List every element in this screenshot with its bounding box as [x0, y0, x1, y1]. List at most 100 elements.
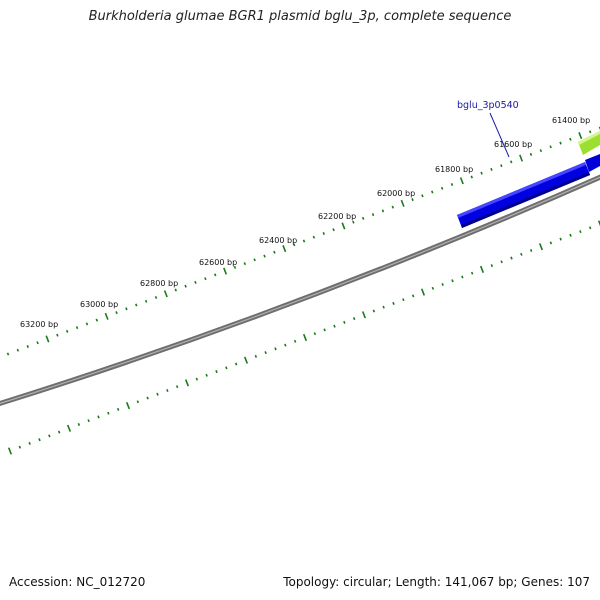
outer-tick-minor: [490, 167, 493, 171]
outer-tick-minor: [588, 130, 592, 134]
outer-tick-minor: [332, 228, 335, 232]
topology-value: circular: [343, 575, 388, 589]
topology-label: Topology:: [283, 575, 340, 589]
outer-tick-ring: [6, 126, 600, 356]
outer-tick-minor: [361, 216, 365, 220]
plasmid-backbone: [0, 174, 600, 407]
inner-tick-minor: [18, 445, 22, 449]
outer-tick-major: [223, 267, 228, 275]
outer-tick-minor: [253, 258, 256, 262]
inner-tick-minor: [293, 339, 297, 343]
outer-tick-minor: [115, 311, 118, 315]
inner-tick-minor: [57, 430, 61, 434]
inner-tick-minor: [48, 434, 51, 438]
inner-tick-minor: [215, 370, 218, 374]
inner-tick-major: [538, 243, 544, 251]
inner-tick-major: [361, 311, 367, 319]
inner-tick-major: [66, 424, 72, 432]
inner-tick-major: [125, 402, 131, 410]
outer-tick-major: [400, 199, 405, 207]
inner-tick-minor: [392, 301, 395, 305]
outer-tick-minor: [56, 333, 59, 337]
outer-tick-minor: [302, 239, 306, 243]
inner-tick-minor: [520, 252, 523, 256]
inner-tick-ring: [7, 220, 600, 455]
inner-tick-minor: [343, 320, 346, 324]
outer-tick-major: [341, 222, 346, 230]
inner-tick-major: [479, 265, 485, 273]
outer-tick-minor: [144, 299, 148, 303]
inner-tick-minor: [175, 385, 179, 389]
outer-tick-minor: [16, 348, 20, 352]
accession-label: Accession:: [9, 575, 73, 589]
inner-tick-minor: [195, 377, 199, 381]
gene-feature-light[interactable]: [578, 131, 600, 155]
outer-tick-minor: [529, 152, 533, 156]
outer-tick-major: [104, 312, 109, 320]
inner-tick-minor: [97, 415, 100, 419]
inner-tick-minor: [569, 233, 572, 237]
inner-tick-minor: [500, 260, 503, 264]
inner-tick-minor: [579, 230, 582, 234]
position-label: 62200 bp: [318, 212, 356, 221]
outer-tick-major: [163, 290, 168, 298]
outer-tick-minor: [36, 341, 39, 345]
outer-tick-minor: [194, 280, 197, 284]
sequence-stats: Topology: circular; Length: 141,067 bp; …: [283, 575, 590, 589]
outer-tick-minor: [75, 326, 79, 330]
inner-tick-minor: [372, 309, 376, 313]
inner-tick-minor: [352, 317, 356, 321]
outer-tick-major: [45, 335, 50, 343]
inner-tick-minor: [136, 400, 140, 404]
outer-tick-minor: [95, 318, 99, 322]
outer-tick-minor: [273, 250, 276, 254]
outer-tick-minor: [135, 303, 138, 307]
outer-tick-minor: [549, 145, 552, 149]
outer-tick-minor: [371, 213, 375, 217]
genes-label: Genes:: [521, 575, 564, 589]
inner-tick-major: [184, 379, 190, 387]
gene-feature-blue-right[interactable]: [585, 154, 600, 172]
outer-tick-major: [459, 177, 464, 185]
outer-tick-minor: [500, 164, 503, 168]
outer-tick-minor: [65, 329, 69, 333]
genes-value: 107: [567, 575, 590, 589]
position-labels: 61400 bp 61600 bp 61800 bp 62000 bp 62200 bp…: [20, 116, 590, 329]
outer-tick-minor: [569, 137, 572, 141]
inner-tick-minor: [284, 343, 287, 347]
inner-tick-minor: [333, 324, 336, 328]
inner-tick-minor: [156, 392, 159, 396]
gene-label-leader: [489, 112, 510, 158]
gene-label-bglu-3p0540: bglu_3p0540: [457, 100, 519, 111]
outer-tick-minor: [6, 352, 10, 356]
outer-tick-minor: [292, 243, 296, 247]
inner-tick-minor: [205, 373, 208, 377]
position-label: 61800 bp: [435, 165, 473, 174]
length-label: Length:: [395, 575, 441, 589]
inner-tick-minor: [274, 347, 277, 351]
outer-tick-minor: [312, 235, 316, 239]
inner-tick-minor: [254, 354, 258, 358]
inner-tick-minor: [107, 411, 110, 415]
outer-tick-minor: [204, 277, 207, 281]
outer-tick-minor: [233, 265, 237, 269]
outer-tick-minor: [411, 198, 414, 202]
inner-tick-minor: [28, 441, 31, 445]
outer-tick-minor: [352, 220, 355, 224]
inner-tick-major: [7, 447, 13, 455]
outer-tick-minor: [431, 190, 434, 194]
outer-tick-minor: [243, 262, 247, 266]
outer-tick-minor: [509, 160, 513, 164]
inner-tick-minor: [313, 332, 317, 336]
length-value: 141,067 bp: [444, 575, 514, 589]
inner-tick-minor: [470, 271, 474, 275]
inner-tick-minor: [588, 226, 592, 230]
outer-tick-minor: [539, 149, 543, 153]
position-label: 62400 bp: [259, 236, 297, 245]
outer-tick-minor: [391, 205, 395, 209]
inner-tick-minor: [38, 438, 41, 442]
gene-bglu-3p0540[interactable]: [457, 162, 590, 228]
outer-tick-minor: [450, 182, 454, 187]
outer-tick-minor: [184, 284, 187, 288]
